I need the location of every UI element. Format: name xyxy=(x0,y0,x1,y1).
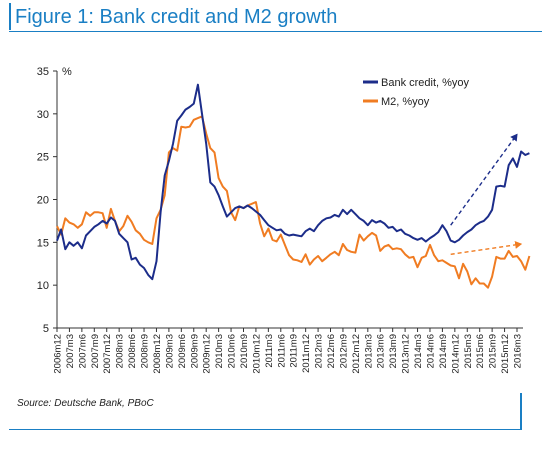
legend-label-m2: M2, %yoy xyxy=(381,96,430,108)
x-tick-label: 2011m3 xyxy=(264,334,275,368)
x-tick-label: 2016m3 xyxy=(513,334,524,368)
x-tick-label: 2007m3 xyxy=(65,334,76,368)
x-tick-label: 2009m3 xyxy=(164,334,175,368)
x-tick-label: 2014m12 xyxy=(450,334,461,374)
x-tick-label: 2010m9 xyxy=(239,334,250,368)
x-tick-label: 2013m3 xyxy=(363,334,374,368)
x-tick-label: 2015m6 xyxy=(475,334,486,368)
title-accent-bar xyxy=(9,3,11,30)
x-tick-label: 2010m6 xyxy=(227,334,238,368)
x-tick-label: 2007m12 xyxy=(102,334,113,374)
series-line-bank-credit xyxy=(56,83,530,281)
y-tick-label: 30 xyxy=(37,109,49,121)
x-tick-label: 2008m6 xyxy=(127,334,138,368)
x-tick-label: 2009m12 xyxy=(202,334,213,374)
y-tick-label: 35 xyxy=(37,66,49,78)
frame-accent-bar xyxy=(520,393,522,429)
x-tick-label: 2012m9 xyxy=(338,334,349,368)
x-tick-label: 2013m12 xyxy=(401,334,412,374)
x-tick-label: 2007m6 xyxy=(77,334,88,368)
y-axis-unit: % xyxy=(62,66,72,78)
y-tick-label: 15 xyxy=(37,237,49,249)
x-tick-label: 2007m9 xyxy=(90,334,101,368)
x-tick-label: 2015m9 xyxy=(488,334,499,368)
x-tick-label: 2015m3 xyxy=(463,334,474,368)
y-tick-label: 5 xyxy=(43,323,49,335)
x-tick-label: 2008m12 xyxy=(152,334,163,374)
x-tick-label: 2014m9 xyxy=(438,334,449,368)
title-divider xyxy=(9,31,542,32)
x-tick-label: 2013m9 xyxy=(388,334,399,368)
source-note: Source: Deutsche Bank, PBoC xyxy=(17,398,154,409)
series-line-m2 xyxy=(56,115,531,289)
x-tick-label: 2015m12 xyxy=(500,334,511,374)
trend-arrow-m2 xyxy=(450,240,523,256)
trend-arrow-bank-credit xyxy=(450,133,518,226)
x-tick-label: 2013m6 xyxy=(376,334,387,368)
x-tick-label: 2012m6 xyxy=(326,334,337,368)
x-tick-label: 2010m12 xyxy=(251,334,262,374)
x-tick-label: 2014m3 xyxy=(413,334,424,368)
y-tick-label: 25 xyxy=(37,152,49,164)
x-tick-label: 2009m6 xyxy=(177,334,188,368)
bottom-divider xyxy=(9,429,522,430)
y-tick-label: 10 xyxy=(37,280,49,292)
x-tick-label: 2012m12 xyxy=(351,334,362,374)
figure-title: Figure 1: Bank credit and M2 growth xyxy=(15,6,338,28)
chart-series xyxy=(56,83,531,289)
x-tick-label: 2011m6 xyxy=(276,334,287,368)
x-tick-label: 2012m3 xyxy=(314,334,325,368)
legend-label-bank-credit: Bank credit, %yoy xyxy=(381,77,470,89)
x-tick-label: 2008m3 xyxy=(115,334,126,368)
x-tick-label: 2011m9 xyxy=(289,334,300,368)
x-tick-label: 2008m9 xyxy=(140,334,151,368)
x-tick-label: 2010m3 xyxy=(214,334,225,368)
x-tick-label: 2014m6 xyxy=(425,334,436,368)
x-tick-label: 2006m12 xyxy=(53,334,64,374)
y-tick-label: 20 xyxy=(37,195,49,207)
x-tick-label: 2009m9 xyxy=(189,334,200,368)
chart-legend: Bank credit, %yoy M2, %yoy xyxy=(363,77,470,108)
x-tick-label: 2011m12 xyxy=(301,334,312,373)
